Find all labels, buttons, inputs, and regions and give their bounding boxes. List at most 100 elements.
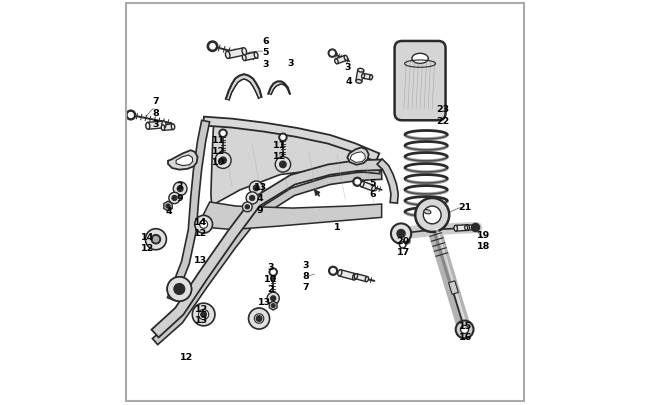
Text: 5: 5 — [369, 179, 376, 188]
Text: 9: 9 — [176, 193, 183, 202]
Polygon shape — [152, 172, 382, 345]
Circle shape — [353, 178, 362, 187]
Text: 14: 14 — [194, 217, 207, 226]
Ellipse shape — [474, 225, 476, 230]
Ellipse shape — [365, 277, 369, 282]
Text: 3: 3 — [344, 63, 350, 72]
Polygon shape — [361, 182, 374, 192]
Text: 15: 15 — [460, 321, 473, 330]
Ellipse shape — [344, 56, 348, 61]
Polygon shape — [356, 274, 367, 282]
Circle shape — [192, 303, 215, 326]
Circle shape — [207, 42, 218, 52]
Polygon shape — [466, 225, 475, 230]
Bar — [448, 281, 458, 294]
Ellipse shape — [361, 74, 365, 79]
Text: 3: 3 — [287, 59, 294, 68]
Circle shape — [391, 224, 411, 244]
Text: 13: 13 — [195, 315, 208, 324]
Ellipse shape — [360, 182, 364, 188]
Text: 8: 8 — [153, 109, 159, 117]
Polygon shape — [211, 122, 380, 207]
Circle shape — [248, 308, 270, 329]
Text: 1: 1 — [334, 222, 341, 231]
Circle shape — [221, 132, 225, 136]
Circle shape — [126, 111, 136, 121]
Text: 20: 20 — [396, 237, 410, 245]
Text: 6: 6 — [262, 36, 269, 45]
Text: 3: 3 — [302, 260, 309, 270]
Circle shape — [198, 309, 209, 320]
Polygon shape — [347, 148, 369, 165]
Circle shape — [330, 52, 334, 56]
Circle shape — [174, 284, 185, 295]
Circle shape — [250, 196, 255, 201]
Ellipse shape — [412, 54, 428, 64]
Ellipse shape — [352, 274, 357, 280]
Circle shape — [254, 314, 264, 324]
Circle shape — [328, 50, 336, 58]
Text: 12: 12 — [180, 352, 193, 361]
Circle shape — [256, 316, 262, 322]
Circle shape — [271, 304, 275, 308]
Text: 10: 10 — [212, 158, 225, 166]
Ellipse shape — [372, 186, 376, 192]
Ellipse shape — [370, 76, 372, 81]
Text: 10: 10 — [264, 274, 277, 283]
Text: 23: 23 — [437, 105, 450, 114]
Polygon shape — [356, 70, 364, 83]
Ellipse shape — [358, 69, 364, 73]
Ellipse shape — [172, 125, 175, 130]
Circle shape — [128, 113, 133, 118]
Circle shape — [166, 205, 170, 209]
Text: 13: 13 — [194, 255, 207, 264]
Polygon shape — [244, 53, 257, 62]
Circle shape — [456, 321, 473, 339]
Circle shape — [200, 221, 207, 229]
Text: 7: 7 — [153, 97, 159, 106]
Circle shape — [271, 270, 275, 274]
Polygon shape — [269, 301, 277, 310]
Text: 17: 17 — [396, 247, 410, 257]
Circle shape — [195, 216, 213, 234]
Circle shape — [271, 296, 276, 301]
Circle shape — [152, 236, 160, 244]
Circle shape — [177, 186, 183, 192]
Circle shape — [471, 224, 480, 232]
Circle shape — [210, 45, 215, 50]
Ellipse shape — [146, 123, 150, 130]
Circle shape — [280, 162, 286, 168]
Circle shape — [242, 202, 252, 212]
Text: 16: 16 — [459, 332, 473, 341]
Text: 4: 4 — [346, 77, 352, 86]
Ellipse shape — [354, 274, 358, 279]
Polygon shape — [202, 202, 382, 230]
Circle shape — [355, 180, 359, 185]
Text: 6: 6 — [369, 190, 376, 199]
Ellipse shape — [242, 49, 246, 56]
Circle shape — [397, 230, 405, 238]
Circle shape — [250, 181, 263, 195]
Text: 4: 4 — [257, 194, 263, 203]
Text: 13: 13 — [254, 183, 266, 192]
Text: 3: 3 — [267, 262, 274, 272]
Polygon shape — [162, 125, 174, 131]
Ellipse shape — [242, 55, 246, 62]
Polygon shape — [203, 117, 380, 162]
Polygon shape — [168, 151, 198, 170]
Circle shape — [329, 266, 337, 275]
Text: 3: 3 — [153, 120, 159, 129]
Text: 21: 21 — [458, 203, 471, 212]
Circle shape — [400, 242, 406, 249]
Polygon shape — [151, 160, 382, 337]
Text: 12: 12 — [194, 228, 207, 237]
Circle shape — [215, 153, 231, 169]
Text: 7: 7 — [302, 283, 309, 292]
Text: 12: 12 — [195, 304, 208, 313]
Ellipse shape — [424, 210, 431, 214]
Circle shape — [151, 235, 161, 244]
Text: 18: 18 — [477, 242, 490, 251]
Circle shape — [415, 198, 449, 232]
Text: 3: 3 — [176, 182, 183, 191]
Polygon shape — [335, 56, 347, 65]
